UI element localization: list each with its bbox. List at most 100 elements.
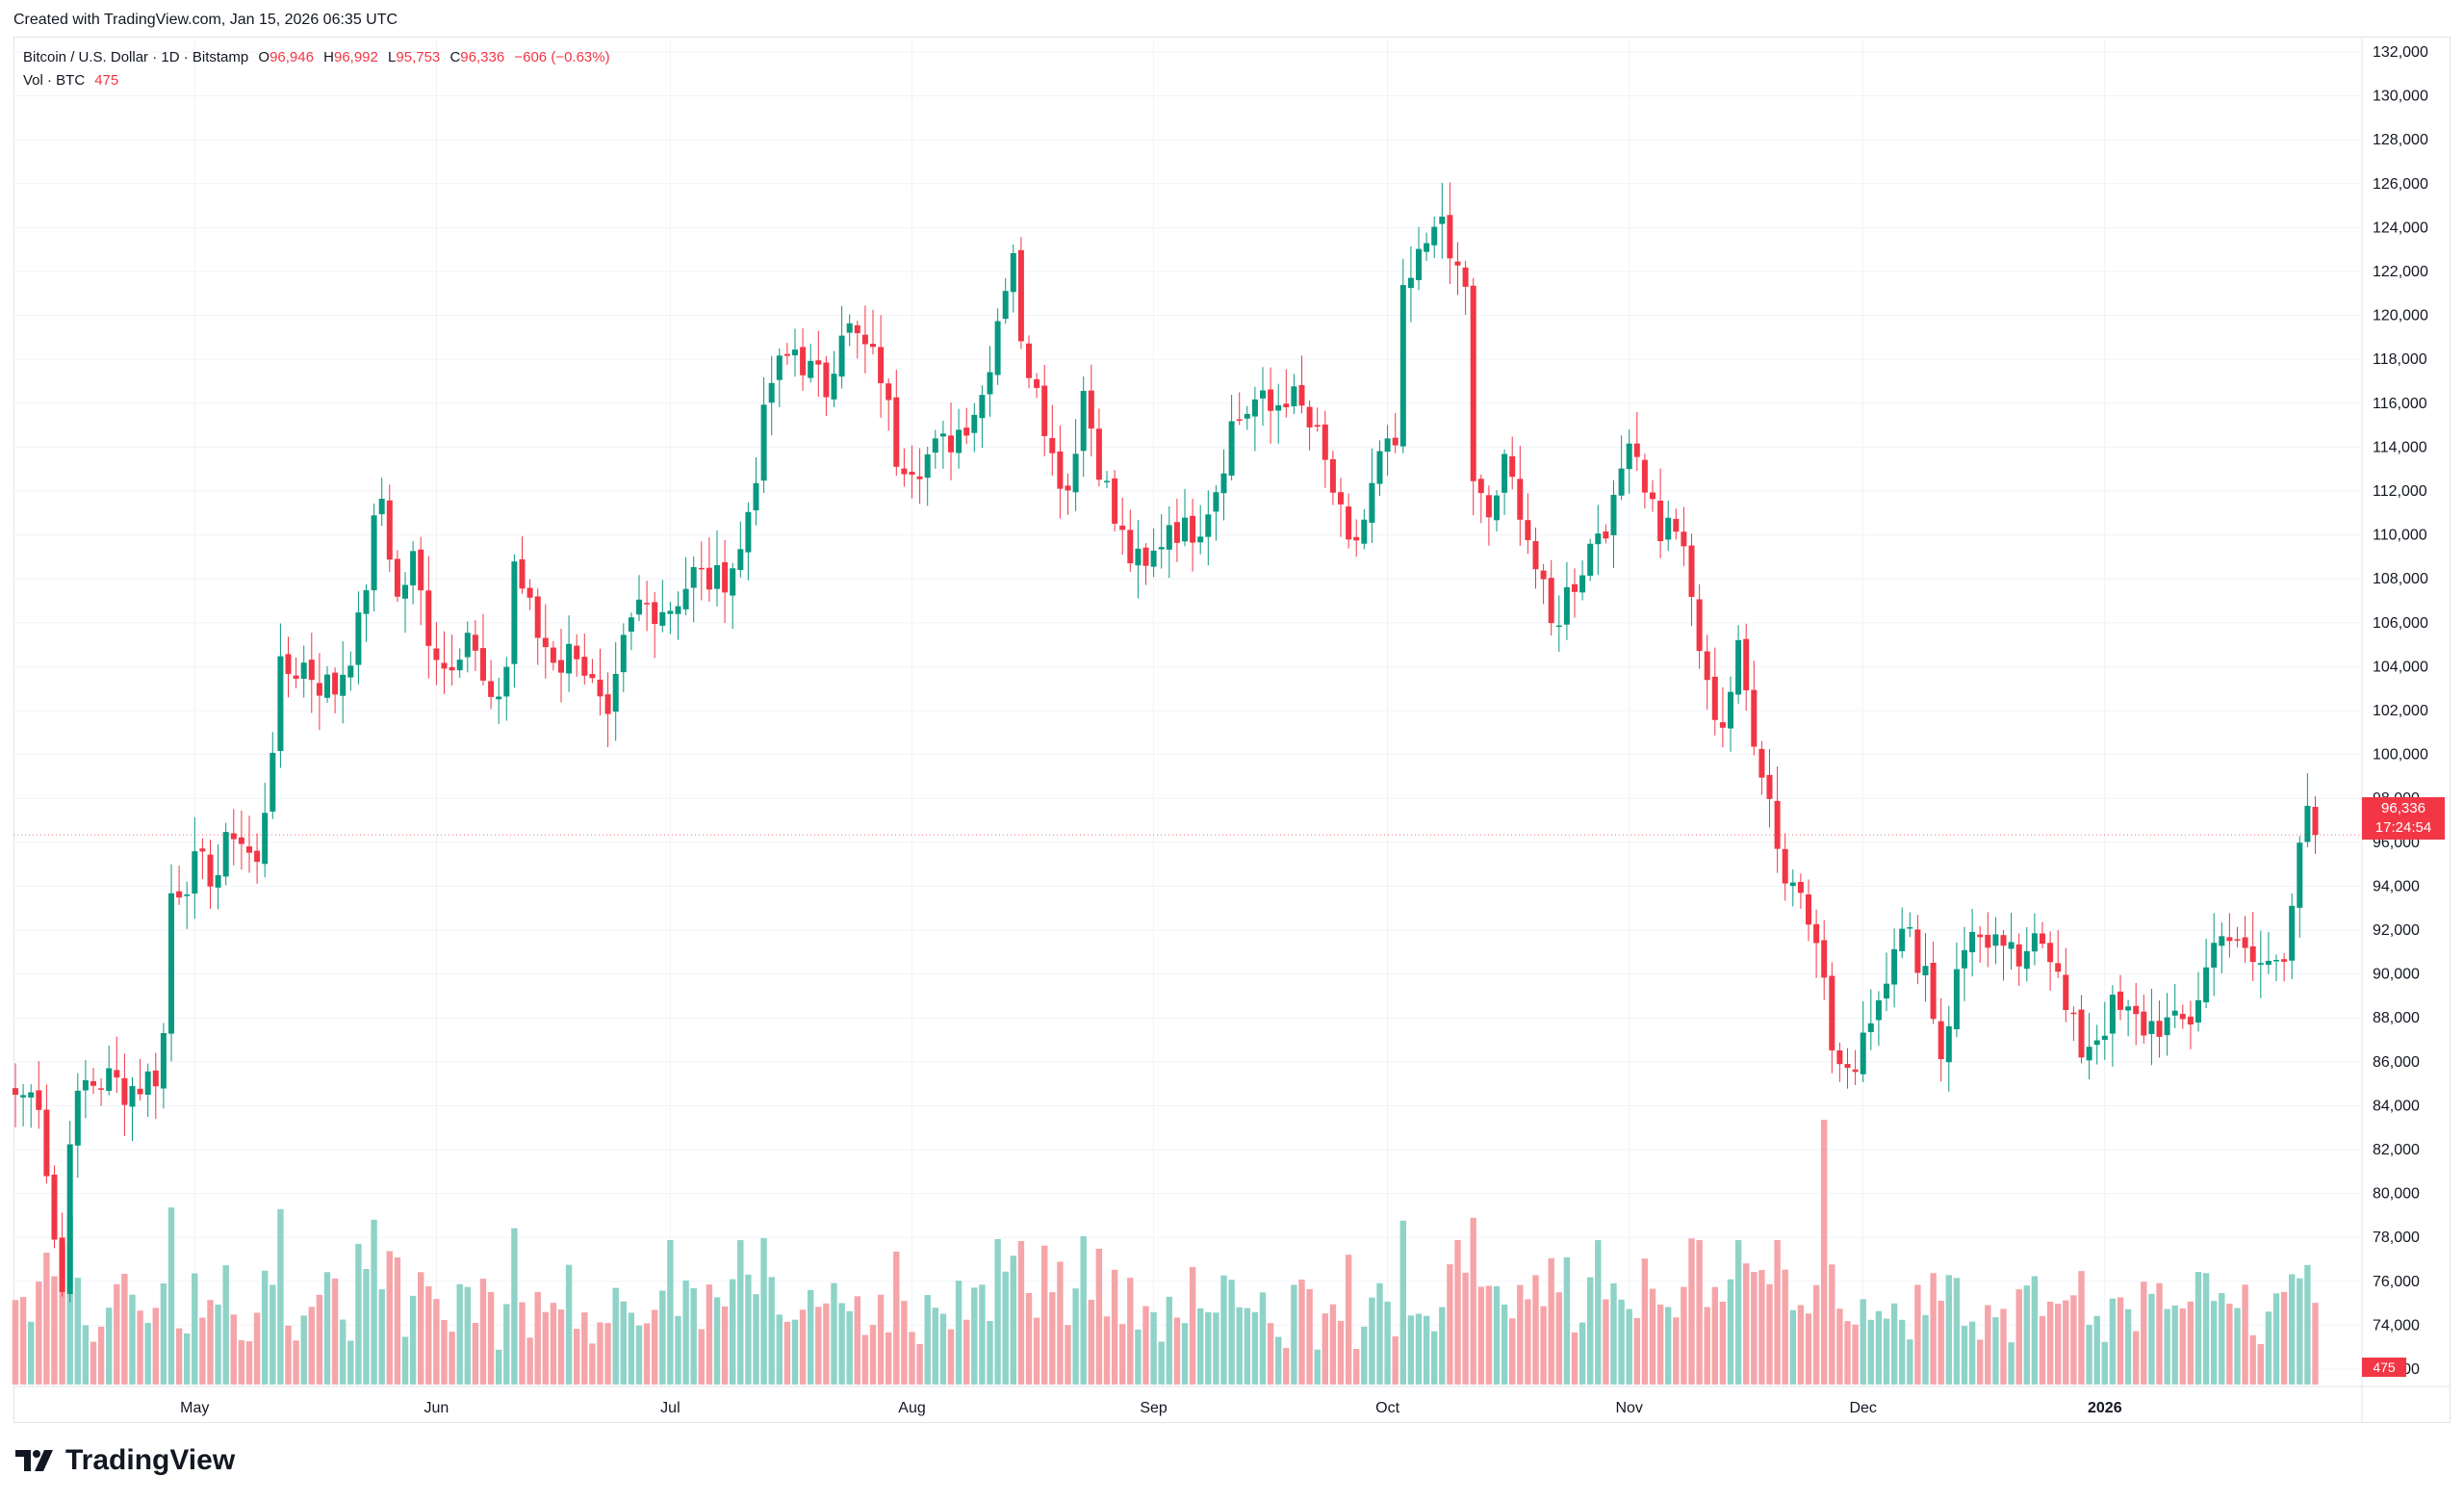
candle-body [1852,1069,1859,1073]
candle-body [1758,748,1765,778]
volume-bar [1938,1300,1944,1385]
candle-body [90,1080,96,1086]
candle-body [2125,1006,2132,1011]
chart-pane[interactable] [13,37,2451,1423]
volume-bar [1883,1318,1890,1385]
time-axis-label: Jun [424,1400,449,1416]
candle-body [2055,963,2062,972]
volume-bar [893,1251,900,1385]
volume-bar [1860,1299,1866,1385]
volume-bar [160,1282,167,1385]
candle-body [901,468,908,475]
candle-body [1633,443,1640,457]
volume-bar [253,1312,261,1385]
volume-bar [340,1319,346,1385]
candle-body [768,382,775,403]
candle-body [222,832,229,877]
candle-body [2171,1010,2178,1016]
volume-bar [433,1299,440,1385]
candle-body [675,606,681,614]
volume-bar [1181,1323,1189,1385]
volume-bar [690,1287,697,1385]
chart-legend: Bitcoin / U.S. Dollar · 1D · Bitstamp O9… [23,46,610,92]
candle-body [230,833,237,840]
volume-bar [643,1323,651,1385]
candle-body [636,599,642,615]
candle-body [1251,399,1258,417]
candle-body [1376,451,1383,484]
volume-bar [1166,1296,1172,1385]
candle-body [870,344,876,348]
candle-body [1353,536,1360,541]
candle-body [277,656,284,752]
last-volume-tag: 475 [2362,1358,2406,1377]
volume-bar [1057,1261,1064,1385]
last-price-tag: 96,336 17:24:54 [2362,797,2445,840]
volume-bar [1423,1315,1430,1385]
candle-body [1899,928,1906,951]
volume-bar [90,1341,97,1385]
candle-body [1220,473,1227,494]
candle-body [644,603,651,605]
volume-bar [534,1291,541,1385]
volume-bar [730,1279,736,1385]
candle-body [1306,406,1313,427]
candle-body [2047,943,2054,963]
candle-body [2156,1021,2163,1037]
symbol-legend-row[interactable]: Bitcoin / U.S. Dollar · 1D · Bitstamp O9… [23,46,610,69]
candle-body [1298,384,1305,406]
candle-body [1719,722,1726,728]
price-axis-label: 112,000 [2373,483,2427,500]
volume-bar [1345,1255,1352,1385]
volume-bar [1135,1329,1142,1385]
volume-legend-row[interactable]: Vol · BTC 475 [23,69,610,92]
candle-body [2187,1016,2194,1025]
candle-body [347,665,354,678]
volume-bar [1080,1235,1087,1385]
candle-body [2031,933,2038,952]
candle-body [1244,413,1250,419]
candle-body [589,674,596,679]
candle-body [1517,479,1524,520]
price-axis-label: 108,000 [2373,571,2428,587]
volume-bar [955,1281,962,1385]
candle-body [2219,936,2225,946]
candle-body [597,679,603,697]
volume-bar [1540,1306,1547,1385]
candle-body [176,891,183,898]
volume-bar [137,1310,143,1385]
volume-bar [2109,1298,2117,1385]
candle-body [114,1070,120,1078]
volume-bar [1595,1240,1602,1385]
volume-bar [2117,1297,2124,1385]
tradingview-logo-icon [15,1450,53,1471]
candle-body [1041,385,1048,436]
price-axis-label: 116,000 [2373,396,2427,412]
candle-body [1774,800,1781,849]
symbol-title[interactable]: Bitcoin / U.S. Dollar · 1D · Bitstamp [23,49,249,65]
volume-bar [308,1307,315,1385]
volume-bar [1571,1332,1578,1385]
time-axis-label: Aug [898,1400,925,1416]
volume-bar [987,1321,993,1385]
candle-body [1173,522,1180,543]
volume-bar [1407,1315,1415,1385]
candlestick-chart[interactable]: 72,00074,00076,00078,00080,00082,00084,0… [0,0,2464,1425]
candle-body [2070,1012,2077,1015]
tradingview-logo[interactable]: TradingView [15,1444,235,1477]
volume-bar [394,1256,401,1385]
volume-label[interactable]: Vol · BTC [23,72,86,89]
candle-body [1782,848,1788,884]
volume-bar [698,1329,705,1385]
volume-bar [2000,1308,2007,1385]
candle-body [402,584,408,599]
volume-bar [1525,1299,1531,1385]
volume-bar [1111,1269,1118,1385]
candle-body [1728,691,1733,729]
credit-text: Created with TradingView.com, Jan 15, 20… [13,12,398,28]
volume-bar [1734,1240,1742,1385]
volume-bar [1361,1326,1368,1385]
volume-bar [1088,1299,1094,1385]
price-axis-label: 128,000 [2373,132,2428,148]
candle-body [480,648,486,681]
